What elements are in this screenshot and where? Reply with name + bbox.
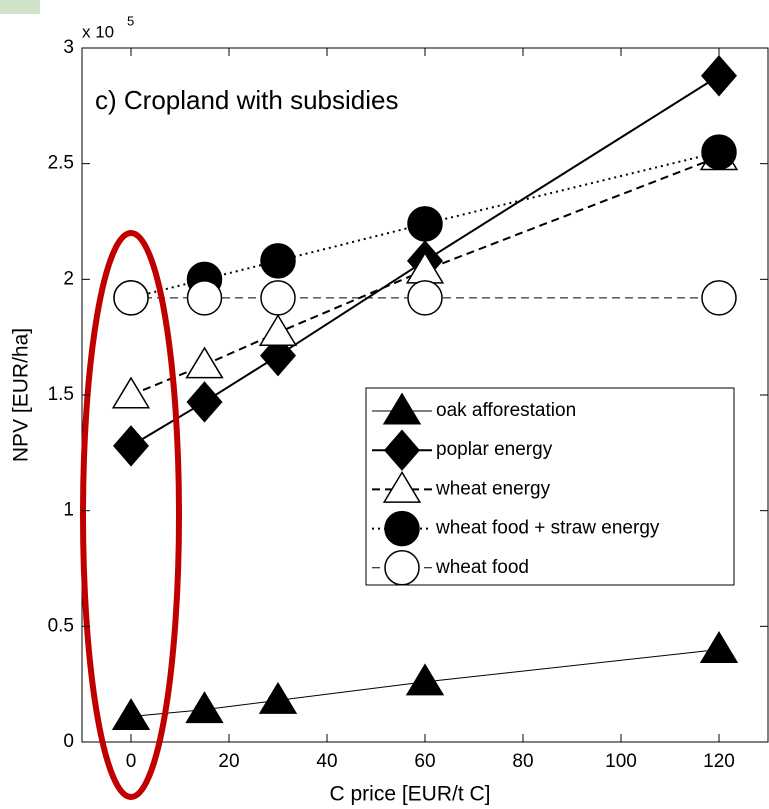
marker xyxy=(258,681,298,714)
x-tick-label: 100 xyxy=(605,751,637,772)
series-layer xyxy=(111,55,739,731)
marker xyxy=(186,381,223,423)
x-tick-label: 120 xyxy=(703,751,735,772)
marker xyxy=(384,510,420,547)
marker xyxy=(186,280,223,316)
marker xyxy=(382,470,422,503)
legend: oak afforestation poplar energy wheat ener… xyxy=(372,392,660,586)
marker xyxy=(260,280,296,316)
legend-label: wheat food + straw energy xyxy=(435,518,660,539)
marker xyxy=(113,425,149,467)
chart-title: c) Cropland with subsidies xyxy=(95,85,398,115)
marker xyxy=(405,663,445,696)
marker xyxy=(258,314,298,347)
y-tick-label: 3 xyxy=(63,37,74,58)
marker xyxy=(407,206,443,242)
y-multiplier: x 10 xyxy=(82,22,114,41)
y-tick-label: 0 xyxy=(63,731,74,752)
y-tick-label: 0.5 xyxy=(48,615,74,636)
marker xyxy=(260,243,296,279)
marker xyxy=(185,346,224,379)
x-tick-label: 60 xyxy=(414,751,435,772)
y-tick-label: 1 xyxy=(63,500,74,521)
x-tick-label: 40 xyxy=(316,751,337,772)
legend-label: wheat energy xyxy=(435,478,551,499)
corner-fragment xyxy=(0,0,40,14)
marker xyxy=(384,429,420,471)
y-multiplier-power: 5 xyxy=(127,13,134,28)
legend-label: poplar energy xyxy=(436,439,553,460)
legend-label: wheat food xyxy=(435,557,529,578)
y-axis-label: NPV [EUR/ha] xyxy=(10,328,33,462)
legend-label: oak afforestation xyxy=(436,400,576,421)
x-axis-label: C price [EUR/t C] xyxy=(329,783,490,806)
x-tick-label: 0 xyxy=(126,751,137,772)
marker xyxy=(701,280,737,316)
marker xyxy=(260,334,296,377)
marker xyxy=(113,280,149,316)
y-tick-label: 2.5 xyxy=(48,153,74,174)
x-tick-label: 20 xyxy=(218,751,239,772)
marker xyxy=(382,392,422,425)
marker xyxy=(701,134,737,170)
y-tick-label: 1.5 xyxy=(48,384,74,405)
marker xyxy=(407,280,443,316)
y-tick-label: 2 xyxy=(63,268,74,289)
marker xyxy=(111,698,151,731)
marker xyxy=(699,631,739,663)
marker xyxy=(111,376,151,409)
legend-box xyxy=(365,387,735,586)
x-tick-label: 80 xyxy=(512,751,533,772)
highlight-ellipse xyxy=(80,230,182,800)
marker xyxy=(384,550,420,586)
marker xyxy=(701,55,737,97)
marker xyxy=(185,691,224,724)
